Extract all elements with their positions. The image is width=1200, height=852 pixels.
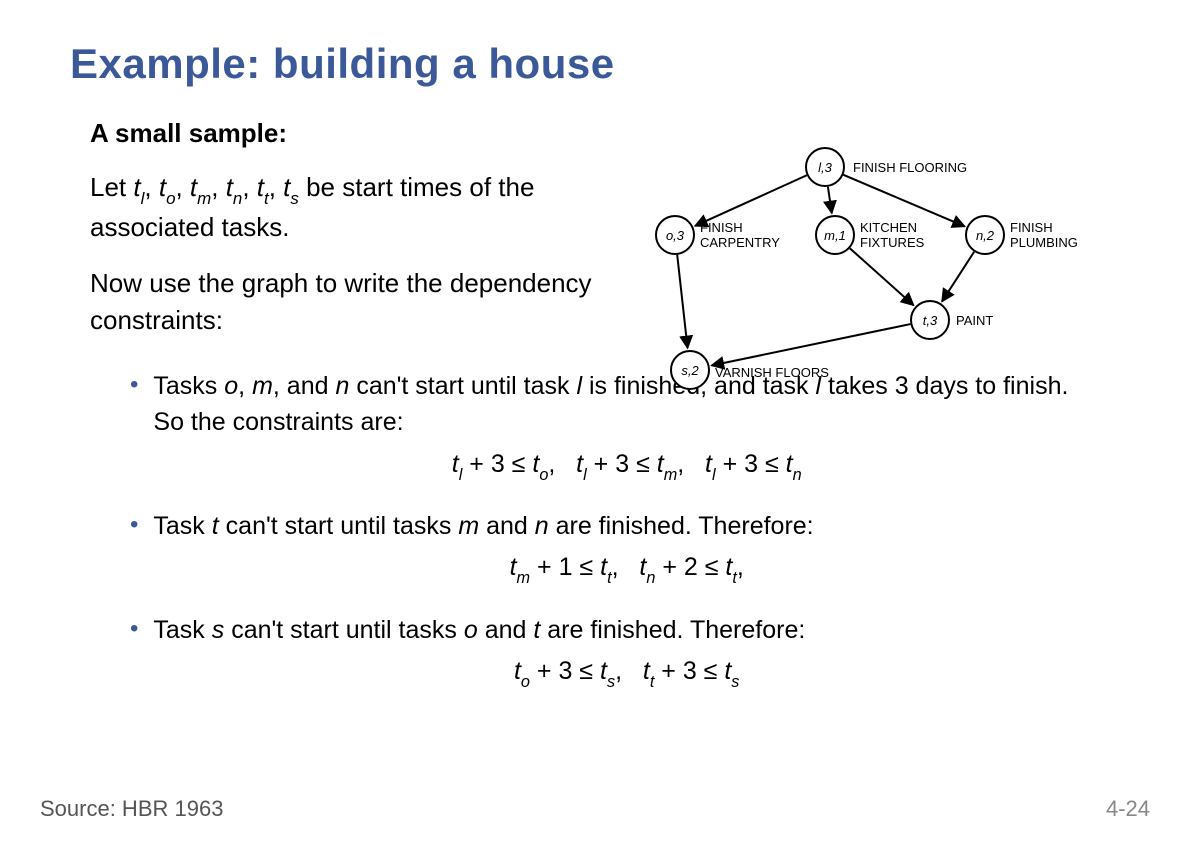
graph-edge xyxy=(942,252,974,302)
bullet-math: tm + 1 ≤ tt, tn + 2 ≤ tt, xyxy=(153,549,1100,589)
graph-node: s,2 xyxy=(670,350,710,390)
graph-node-label: VARNISH FLOORS xyxy=(715,366,829,381)
graph-edge xyxy=(712,324,911,365)
bullet-math: to + 3 ≤ ts, tt + 3 ≤ ts xyxy=(153,653,1100,693)
bullet-item: • Task s can't start until tasks o and t … xyxy=(130,612,1100,698)
graph-node-label: FINISH FLOORING xyxy=(853,161,967,176)
paragraph-instruction: Now use the graph to write the dependenc… xyxy=(90,265,650,338)
graph-edge xyxy=(843,175,964,227)
dependency-graph: l,3 FINISH FLOORING o,3FINISHCARPENTRY m,1K… xyxy=(620,135,1140,415)
graph-node: o,3 xyxy=(655,215,695,255)
graph-edge xyxy=(828,187,832,213)
slide-title: Example: building a house xyxy=(70,40,1140,88)
graph-edge xyxy=(677,255,687,348)
graph-edge xyxy=(695,175,807,226)
bullet-body: Task s can't start until tasks o and t a… xyxy=(153,612,1100,698)
constraint-bullets: •Tasks o, m, and n can't start until tas… xyxy=(130,368,1100,698)
bullet-text: Task t can't start until tasks m and n a… xyxy=(153,508,1100,544)
bullet-math: tl + 3 ≤ to, tl + 3 ≤ tm, tl + 3 ≤ tn xyxy=(153,446,1100,486)
graph-node-label: KITCHENFIXTURES xyxy=(860,221,924,251)
source-footer: Source: HBR 1963 xyxy=(40,796,223,822)
graph-edge xyxy=(850,248,914,305)
paragraph-variables: Let tl, to, tm, tn, tt, ts be start time… xyxy=(90,169,650,245)
graph-node-label: PAINT xyxy=(956,314,993,329)
page-number: 4-24 xyxy=(1106,796,1150,822)
slide: Example: building a house A small sample… xyxy=(0,0,1200,852)
graph-node-label: FINISHPLUMBING xyxy=(1010,221,1078,251)
bullet-marker: • xyxy=(130,612,138,698)
bullet-body: Task t can't start until tasks m and n a… xyxy=(153,508,1100,594)
bullet-item: • Task t can't start until tasks m and n … xyxy=(130,508,1100,594)
bullet-marker: • xyxy=(130,508,138,594)
graph-node: n,2 xyxy=(965,215,1005,255)
bullet-marker: • xyxy=(130,368,138,490)
graph-node: m,1 xyxy=(815,215,855,255)
graph-node: t,3 xyxy=(910,300,950,340)
bullet-text: Task s can't start until tasks o and t a… xyxy=(153,612,1100,648)
graph-node-label: FINISHCARPENTRY xyxy=(700,221,780,251)
graph-node: l,3 xyxy=(805,147,845,187)
